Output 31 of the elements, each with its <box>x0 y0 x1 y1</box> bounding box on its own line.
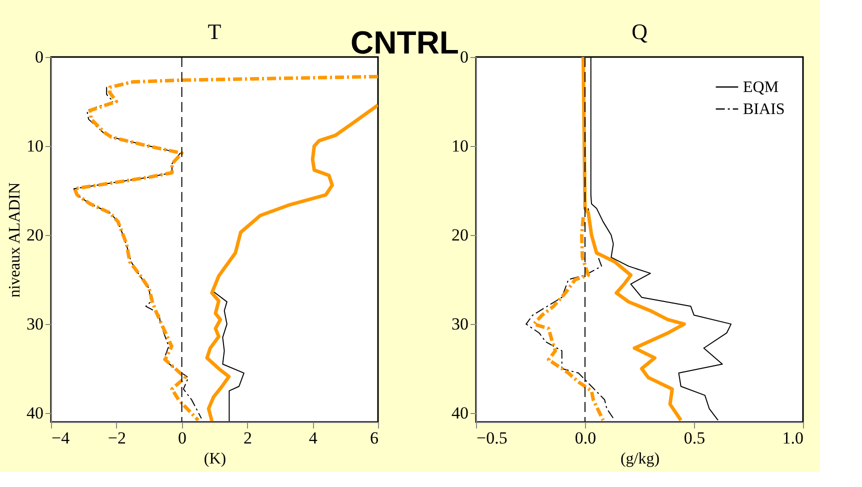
y-tick-label: 40 <box>26 404 44 423</box>
y-tick-label: 10 <box>26 136 44 156</box>
y-tick-label: 10 <box>452 136 468 156</box>
y-tick-label: 40 <box>452 404 468 423</box>
x-tick-label: 0 <box>178 428 187 448</box>
x-tick-label: −2 <box>108 428 126 448</box>
line-series <box>532 215 605 422</box>
line-series <box>582 57 686 422</box>
x-tick-label: 6 <box>370 428 378 448</box>
y-tick-label: 20 <box>26 226 44 245</box>
x-tick-label: 2 <box>243 428 252 448</box>
x-tick-label: 0.5 <box>684 428 706 448</box>
line-series <box>205 103 378 422</box>
legend-label: EQM <box>743 79 779 96</box>
chart-title: T <box>208 19 222 44</box>
x-tick-label: 0.0 <box>574 428 596 448</box>
x-tick-label: 1.0 <box>782 428 804 448</box>
y-tick-label: 20 <box>452 226 468 245</box>
y-tick-label: 30 <box>452 314 468 334</box>
y-axis-title: niveaux ALADIN <box>6 182 24 298</box>
y-tick-label: 30 <box>26 314 44 334</box>
y-tick-label: 0 <box>460 48 468 66</box>
x-tick-label: 4 <box>308 428 318 448</box>
annotation: CNTRL <box>350 24 459 60</box>
x-axis-title: (K) <box>204 450 226 468</box>
y-tick-label: 0 <box>35 48 44 66</box>
chart-title: Q <box>632 19 648 44</box>
legend-label: BIAIS <box>743 101 785 118</box>
x-tick-label: −4 <box>52 428 70 448</box>
x-axis-title: (g/kg) <box>620 450 660 468</box>
x-tick-label: −0.5 <box>476 428 508 448</box>
